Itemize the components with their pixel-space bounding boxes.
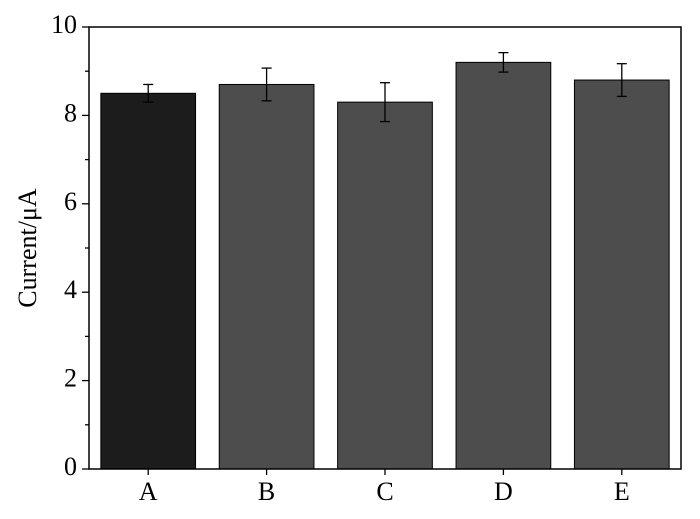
bar	[337, 101, 433, 470]
x-tick-label: D	[494, 477, 513, 506]
y-axis-label: Current/μA	[13, 188, 42, 308]
x-tick-label: A	[139, 477, 158, 506]
bar	[100, 92, 197, 470]
y-tick-label: 2	[64, 364, 77, 393]
bar	[218, 83, 315, 470]
y-tick-label: 8	[64, 98, 77, 127]
x-tick-label: E	[614, 477, 630, 506]
x-tick-label: B	[258, 477, 275, 506]
plot-frame	[88, 26, 682, 470]
y-tick-label: 6	[64, 187, 77, 216]
x-tick-label: C	[376, 477, 393, 506]
y-tick-label: 0	[64, 452, 77, 481]
bar	[455, 61, 552, 470]
y-tick-label: 4	[64, 275, 77, 304]
y-tick-label: 10	[51, 10, 77, 39]
bar	[573, 79, 670, 470]
